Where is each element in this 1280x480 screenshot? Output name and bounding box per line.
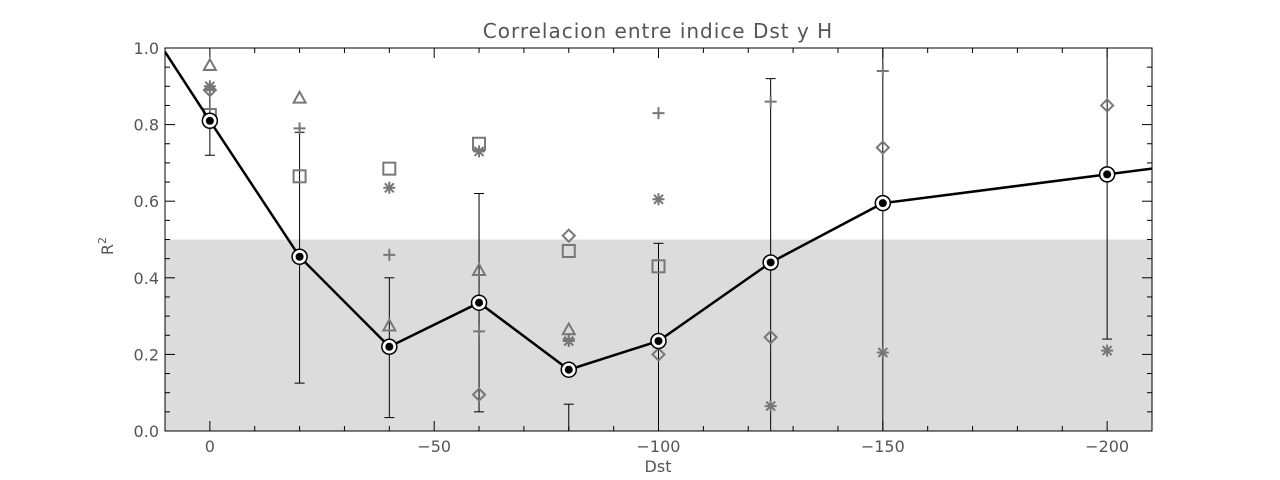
asterisk-marker xyxy=(764,400,777,413)
diamond-marker xyxy=(875,140,891,155)
plus-marker xyxy=(764,95,777,108)
diamond-marker xyxy=(471,387,487,403)
mean-marker-dot xyxy=(654,336,663,345)
y-tick-label: 0.2 xyxy=(134,345,159,364)
asterisk-marker xyxy=(652,193,665,206)
asterisk-marker xyxy=(383,181,396,194)
x-tick-label: −150 xyxy=(861,437,905,456)
square-marker xyxy=(651,259,666,274)
triangle-marker xyxy=(471,262,487,276)
mean-marker-dot xyxy=(475,298,484,307)
mean-marker-dot xyxy=(878,199,887,208)
y-tick-label: 1.0 xyxy=(134,39,159,58)
triangle-marker xyxy=(381,317,398,332)
y-tick-label: 0.4 xyxy=(134,269,159,288)
asterisk-marker xyxy=(1101,344,1114,357)
plus-marker xyxy=(293,122,306,135)
mean-marker-dot xyxy=(295,252,304,261)
x-tick-label: −100 xyxy=(637,437,681,456)
chart-title: Correlacion entre indice Dst y H xyxy=(483,19,833,43)
mean-marker-dot xyxy=(564,365,573,374)
square-marker xyxy=(382,161,397,176)
y-axis-label: R2 xyxy=(96,237,117,255)
plus-marker xyxy=(652,107,665,120)
plus-marker xyxy=(876,64,889,77)
y-axis-label-main: R xyxy=(98,244,117,255)
square-marker xyxy=(561,243,576,258)
plus-marker xyxy=(383,248,396,261)
x-tick-label: −200 xyxy=(1085,437,1129,456)
diamond-marker xyxy=(202,82,218,98)
mean-marker-dot xyxy=(385,342,394,351)
mean-marker-dot xyxy=(205,116,214,125)
mean-marker-dot xyxy=(766,258,775,267)
x-tick-label: −50 xyxy=(417,437,451,456)
diamond-marker xyxy=(651,346,666,362)
x-axis-label: Dst xyxy=(645,457,672,476)
y-axis-label-superscript: 2 xyxy=(96,237,109,244)
square-marker xyxy=(292,169,307,184)
asterisk-marker xyxy=(203,80,216,93)
asterisk-marker xyxy=(473,145,486,158)
y-tick-label: 0.0 xyxy=(134,422,159,441)
mean-marker-dot xyxy=(1103,170,1112,179)
asterisk-marker xyxy=(876,346,889,359)
diamond-marker xyxy=(1099,98,1115,113)
triangle-marker xyxy=(291,89,308,104)
x-tick-label: 0 xyxy=(205,437,215,456)
y-tick-label: 0.6 xyxy=(134,192,159,211)
diamond-marker xyxy=(561,228,577,244)
asterisk-marker xyxy=(562,334,575,347)
plus-marker xyxy=(473,325,486,338)
triangle-marker xyxy=(202,57,218,72)
diamond-marker xyxy=(763,329,779,345)
y-tick-label: 0.8 xyxy=(134,116,159,135)
